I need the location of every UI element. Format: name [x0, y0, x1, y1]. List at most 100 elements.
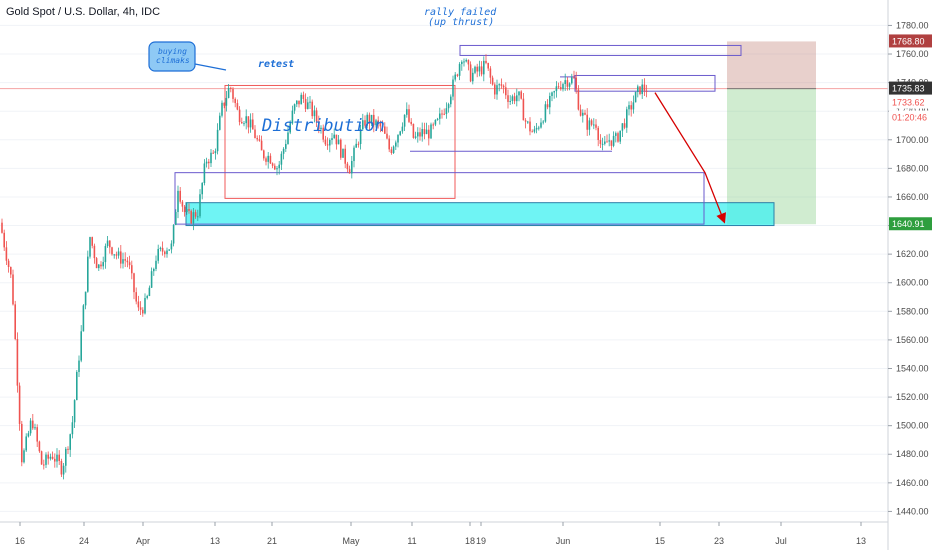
candle-body — [302, 94, 305, 99]
candle-body — [417, 132, 419, 137]
x-tick-label: 13 — [210, 536, 220, 546]
candle-body — [47, 454, 49, 459]
candle-body — [276, 168, 278, 170]
candle-body — [634, 91, 637, 103]
candle-body — [214, 151, 217, 154]
candle-body — [315, 110, 318, 122]
y-tick-label: 1620.00 — [896, 249, 929, 259]
candle-body — [236, 103, 239, 110]
candle-body — [135, 292, 137, 302]
candle-body — [291, 110, 294, 124]
candle-body — [29, 420, 32, 434]
candle-body — [480, 66, 483, 75]
candle-body — [489, 68, 492, 78]
candle-body — [586, 114, 588, 130]
candle-body — [370, 114, 373, 124]
candle-body — [309, 101, 311, 103]
target-price-tag-bg — [889, 217, 932, 231]
x-tick-label: 13 — [856, 536, 866, 546]
candle-body — [428, 129, 430, 139]
candle-body — [289, 123, 291, 133]
candle-body — [252, 119, 254, 130]
candle-body — [219, 115, 221, 130]
x-tick-label: 21 — [267, 536, 277, 546]
candle-body — [243, 123, 245, 125]
candle-body — [630, 105, 632, 110]
candle-body — [333, 134, 335, 139]
candle-body — [632, 102, 635, 110]
candle-body — [21, 423, 23, 463]
y-tick-label: 1760.00 — [896, 49, 929, 59]
candle-body — [368, 114, 371, 124]
risk-zone — [727, 41, 816, 89]
candle-body — [14, 304, 16, 340]
upthrust-box — [459, 44, 742, 56]
y-tick-label: 1520.00 — [896, 392, 929, 402]
candle-body — [150, 271, 153, 288]
distribution-label: Distribution — [261, 116, 385, 136]
candle-body — [186, 209, 188, 213]
candle-body — [111, 247, 113, 255]
candle-body — [346, 163, 349, 170]
y-tick-label: 1580.00 — [896, 306, 929, 316]
y-tick-label: 1460.00 — [896, 478, 929, 488]
y-tick-label: 1600.00 — [896, 278, 929, 288]
candle-body — [131, 265, 133, 274]
candle-body — [353, 147, 355, 162]
candle-body — [384, 126, 386, 134]
candle-body — [575, 77, 577, 90]
candle-body — [568, 83, 571, 87]
stop-price-tag: 1768.80 — [892, 36, 925, 46]
candle-body — [313, 110, 316, 117]
candle-body — [408, 109, 410, 122]
upthrust-label: (up thrust) — [428, 17, 494, 28]
candle-body — [282, 148, 285, 154]
drawing-tools — [0, 41, 888, 227]
y-tick-label: 1680.00 — [896, 163, 929, 173]
candle-body — [36, 427, 38, 442]
x-tick-label: 19 — [476, 536, 486, 546]
candle-body — [256, 138, 258, 140]
chart-title: Gold Spot / U.S. Dollar, 4h, IDC — [6, 6, 161, 18]
candle-body — [148, 287, 151, 296]
candle-body — [434, 119, 437, 125]
y-tick-label: 1500.00 — [896, 421, 929, 431]
candle-body — [274, 165, 276, 170]
candle-body — [32, 420, 34, 429]
candle-body — [643, 84, 646, 91]
candle-body — [423, 129, 426, 135]
candle-body — [496, 85, 498, 95]
candle-body — [73, 400, 76, 423]
candle-body — [205, 161, 208, 164]
x-tick-label: 18 — [465, 536, 475, 546]
y-tick-label: 1480.00 — [896, 449, 929, 459]
candle-body — [133, 273, 135, 293]
candle-body — [612, 135, 615, 146]
candle-body — [208, 161, 210, 164]
candle-body — [5, 247, 8, 261]
candle-body — [190, 210, 192, 224]
candle-body — [375, 120, 377, 126]
candle-body — [626, 109, 628, 128]
last-price-tag-bg — [889, 81, 932, 95]
candle-body — [344, 148, 346, 164]
candle-body — [113, 254, 115, 256]
candle-body — [40, 451, 43, 465]
candle-body — [179, 190, 181, 202]
y-tick-label: 1660.00 — [896, 192, 929, 202]
candle-body — [531, 131, 533, 133]
candle-body — [441, 113, 443, 115]
candle-body — [322, 127, 324, 140]
candle-body — [359, 129, 362, 145]
candle-body — [564, 80, 566, 85]
candle-body — [439, 113, 441, 119]
candle-body — [58, 454, 60, 462]
x-tick-label: Jul — [775, 536, 787, 546]
candle-body — [351, 161, 353, 174]
candle-body — [93, 245, 96, 259]
candle-body — [549, 95, 551, 108]
candle-body — [388, 138, 390, 150]
candle-body — [159, 247, 162, 249]
candle-body — [465, 59, 467, 62]
